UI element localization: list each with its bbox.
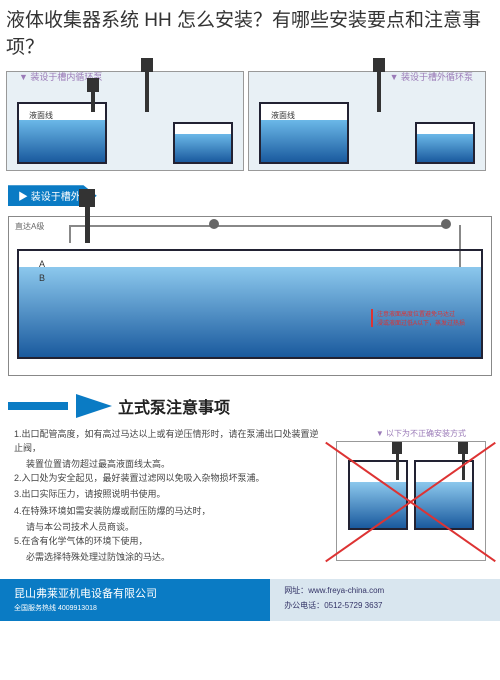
note-sub: 装置位置请勿超过最高液面线太高。 (14, 458, 326, 472)
liquid-level-label: 液面线 (271, 110, 295, 121)
diagram-inside-tank: ▼ 装设于槽内循环泵 液面线 (6, 71, 244, 171)
precautions-title: 立式泵注意事项 (118, 394, 230, 418)
hotline: 全国服务热线 4009913018 (14, 603, 256, 613)
pump-large-icon (79, 189, 95, 243)
valve-icon (209, 219, 219, 229)
level-a-label: A (39, 259, 45, 269)
note-item: 2.入口处为安全起见，最好装置过滤网以免吸入杂物损坏泵浦。 (14, 472, 326, 486)
tank-small-right: 液面线 (259, 102, 349, 164)
footer: 昆山弗莱亚机电设备有限公司 全国服务热线 4009913018 网址：www.f… (0, 579, 500, 621)
pump-icon (141, 58, 153, 72)
note-item: 3.出口实际压力，请按照说明书使用。 (14, 488, 326, 502)
note-item: 4.在特殊环境如需安装防爆或耐压防爆的马达时， (14, 505, 326, 519)
top-diagrams-row: ▼ 装设于槽内循环泵 液面线 ▼ 装设于槽外循环泵 (0, 71, 500, 171)
pump-icon (392, 442, 402, 454)
wrong-install-diagram: ▼ 以下为不正确安装方式 (336, 428, 486, 565)
note-item: 1.出口配管高度，如有高过马达以上或有逆压情形时，请在泵浦出口处装置逆止阀， (14, 428, 326, 455)
warning-note: 注意液面高度位置避免马达过 浸或液面过低A以下，蒸发过热损 (371, 309, 465, 327)
notes-area: 1.出口配管高度，如有高过马达以上或有逆压情形时，请在泵浦出口处装置逆止阀， 装… (0, 424, 500, 569)
notes-list: 1.出口配管高度，如有高过马达以上或有逆压情形时，请在泵浦出口处装置逆止阀， 装… (14, 428, 326, 565)
pump-icon (373, 58, 385, 72)
wrong-install-box (336, 441, 486, 561)
section-header-outside: ▶ 装设于槽外 (0, 179, 500, 212)
precautions-header: 立式泵注意事项 (0, 388, 500, 424)
tank-wrong-left (348, 460, 408, 530)
pump-icon (458, 442, 468, 454)
note-item: 5.在含有化学气体的环境下使用， (14, 535, 326, 549)
tank-large: A B 注意液面高度位置避免马达过 浸或液面过低A以下，蒸发过热损 (17, 249, 483, 359)
wrong-install-label: ▼ 以下为不正确安装方式 (336, 428, 486, 439)
note-sub: 必需选择特殊处理过防蚀涂的马达。 (14, 551, 326, 565)
diagram-outside-tank: ▼ 装设于槽外循环泵 液面线 (248, 71, 486, 171)
zoom-level-label: 直达A级 (15, 221, 44, 232)
level-b-label: B (39, 273, 45, 283)
valve-icon (441, 219, 451, 229)
note-sub: 请与本公司技术人员商谈。 (14, 521, 326, 535)
liquid-level-label: 液面线 (29, 110, 53, 121)
pump-icon (87, 78, 99, 92)
page-title: 液体收集器系统 HH 怎么安装？有哪些安装要点和注意事项？ (0, 0, 500, 69)
tank-wrong-right (414, 460, 474, 530)
footer-company: 昆山弗莱亚机电设备有限公司 全国服务热线 4009913018 (0, 579, 270, 621)
diagram-large-outside: 直达A级 A B 注意液面高度位置避免马达过 浸或液面过低A以下，蒸发过热损 (8, 216, 492, 376)
tank-small-left: 液面线 (17, 102, 107, 164)
footer-contact: 网址：www.freya-china.com 办公电话：0512-5729 36… (270, 579, 500, 621)
website: 网址：www.freya-china.com (284, 585, 486, 596)
company-name: 昆山弗莱亚机电设备有限公司 (14, 585, 256, 601)
diagram-right-label: ▼ 装设于槽外循环泵 (390, 70, 473, 83)
office-phone: 办公电话：0512-5729 3637 (284, 600, 486, 611)
